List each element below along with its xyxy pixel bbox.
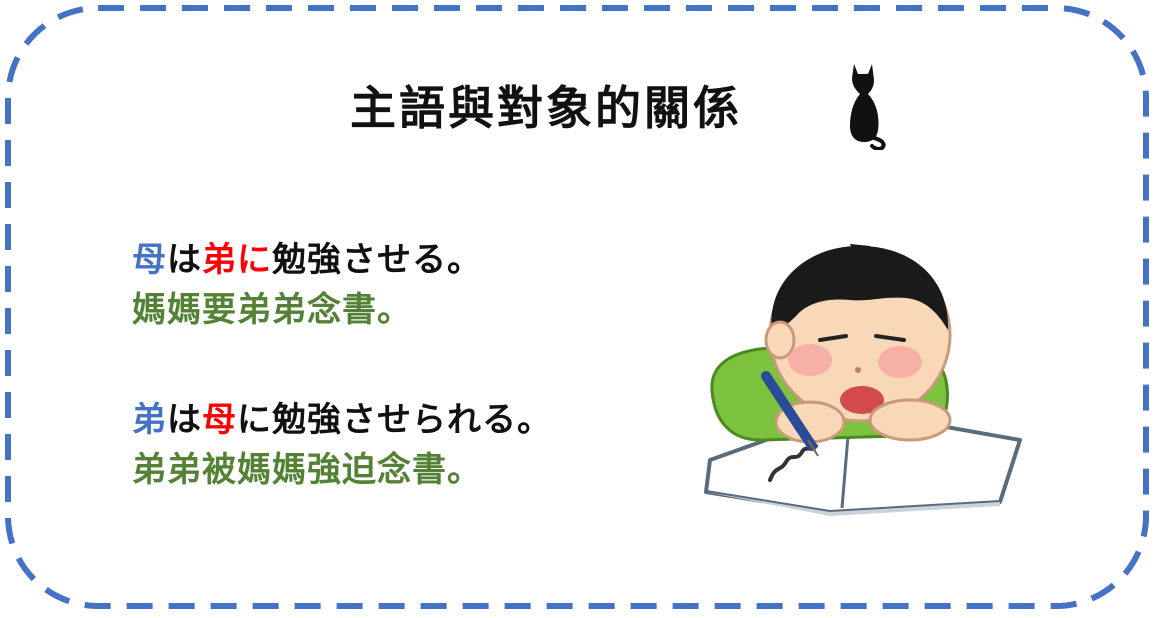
example-1-translation: 媽媽要弟弟念書。 [132, 290, 412, 330]
studying-boy-illustration [704, 244, 1022, 516]
example-2-particle-ni: に [237, 400, 272, 440]
example-1-particle-ni: に [237, 240, 272, 280]
example-2-translation: 弟弟被媽媽強迫念書。 [132, 450, 482, 490]
example-2-object: 母 [202, 400, 237, 440]
example-2-verb: 勉強させられる。 [272, 400, 552, 440]
example-1-verb: 勉強させる。 [272, 240, 482, 280]
cat-silhouette-icon [850, 64, 886, 150]
example-1-subject: 母 [132, 240, 167, 280]
example-1-object: 弟 [202, 240, 237, 280]
example-1-japanese: 母は弟に勉強させる。 [132, 232, 482, 281]
example-2-subject: 弟 [132, 400, 167, 440]
example-2-japanese: 弟は母に勉強させられる。 [132, 392, 552, 441]
example-2-particle-wa: は [167, 400, 202, 440]
example-1-particle-wa: は [167, 240, 202, 280]
page-title: 主語與對象的關係 [350, 81, 742, 135]
